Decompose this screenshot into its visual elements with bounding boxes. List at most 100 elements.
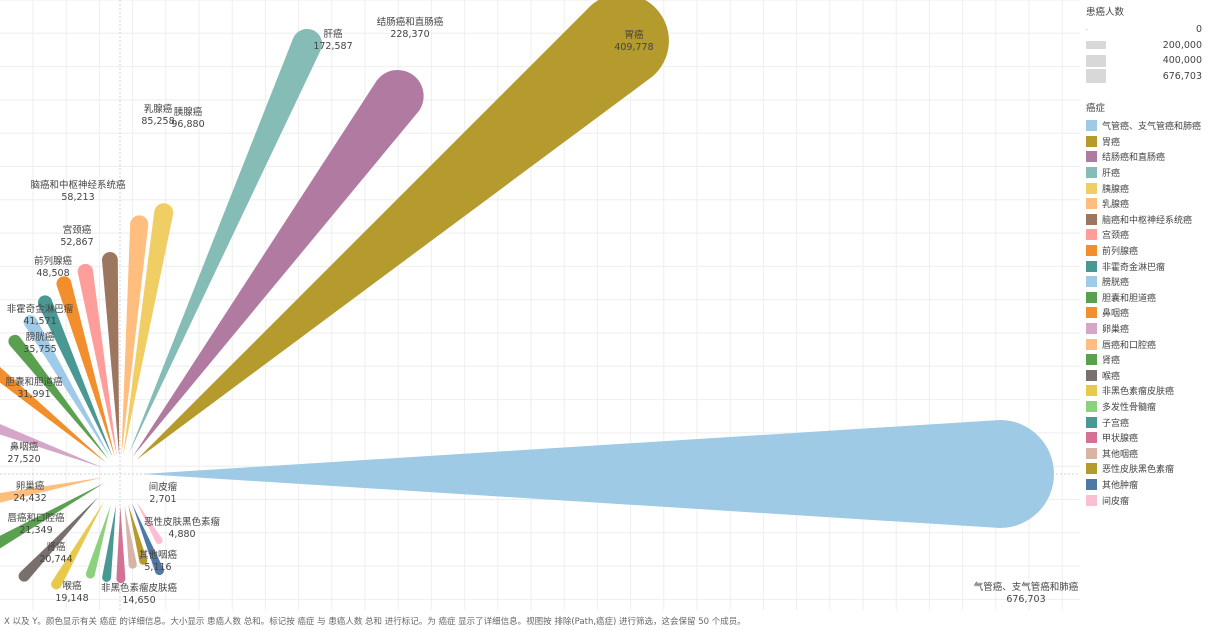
color-legend-swatch bbox=[1086, 338, 1097, 350]
label-name-cancer-21: 其他咽癌 bbox=[139, 549, 178, 561]
color-legend-swatch bbox=[1086, 276, 1097, 288]
color-legend-item: 胰腺癌 bbox=[1086, 180, 1214, 196]
label-value-cancer-3: 172,587 bbox=[313, 41, 352, 52]
size-legend-title: 患癌人数 bbox=[1086, 7, 1125, 18]
mark-cancer-17 bbox=[51, 501, 104, 590]
color-legend-swatch bbox=[1086, 432, 1097, 444]
color-legend: 气管癌、支气管癌和肺癌 胃癌 结肠癌和直肠癌肝癌 胰腺癌乳腺癌脑癌和中枢神经系统癌 宫颈… bbox=[1086, 118, 1214, 508]
mark-cancer-19 bbox=[102, 505, 116, 582]
color-legend-swatch bbox=[1086, 354, 1097, 366]
color-legend-item: 胃癌 bbox=[1086, 134, 1214, 150]
size-legend-value: 200,000 bbox=[1162, 39, 1202, 51]
color-legend-swatch bbox=[1086, 198, 1097, 210]
label-name-cancer-12: 鼻咽癌 bbox=[10, 441, 39, 453]
mark-cancer-1 bbox=[136, 0, 669, 460]
legend-panel: 患癌人数 0 200,000 400,000 676,703 癌症 气管癌、支气管癌和… bbox=[1086, 2, 1214, 508]
mark-cancer-20 bbox=[116, 506, 126, 584]
mark-cancer-8 bbox=[56, 276, 115, 457]
mark-cancer-22 bbox=[128, 504, 148, 565]
color-legend-item: 多发性骨髓瘤 bbox=[1086, 399, 1214, 415]
label-value-cancer-4: 96,880 bbox=[171, 119, 204, 130]
mark-cancer-2 bbox=[133, 70, 424, 457]
label-name-cancer-6: 脑癌和中枢神经系统癌 bbox=[30, 179, 126, 191]
color-legend-swatch bbox=[1086, 307, 1097, 319]
mark-cancer-0 bbox=[142, 420, 1054, 528]
color-legend-item: 结肠癌和直肠癌 bbox=[1086, 149, 1214, 165]
color-legend-label: 恶性皮肤黑色素瘤 bbox=[1102, 465, 1175, 476]
mark-cancer-11 bbox=[8, 334, 109, 460]
color-legend-item: 唇癌和口腔癌 bbox=[1086, 336, 1214, 352]
mark-cancer-23 bbox=[132, 503, 164, 576]
label-value-cancer-14: 21,349 bbox=[19, 525, 52, 536]
color-legend-swatch bbox=[1086, 447, 1097, 459]
color-legend-item: 喉癌 bbox=[1086, 368, 1214, 384]
size-legend-swatch bbox=[1086, 28, 1088, 31]
color-legend-swatch bbox=[1086, 416, 1097, 428]
color-legend-swatch bbox=[1086, 478, 1097, 490]
color-legend-swatch bbox=[1086, 494, 1097, 506]
mark-cancer-5 bbox=[121, 215, 149, 457]
color-legend-item: 前列腺癌 bbox=[1086, 243, 1214, 259]
color-legend-label: 脑癌和中枢神经系统癌 bbox=[1102, 215, 1193, 226]
color-legend-label: 胆囊和胆道癌 bbox=[1102, 293, 1157, 304]
color-legend-item: 肾癌 bbox=[1086, 352, 1214, 368]
size-legend-swatch bbox=[1086, 69, 1106, 83]
color-legend-label: 子宫癌 bbox=[1102, 418, 1130, 429]
label-name-cancer-1: 胃癌 bbox=[624, 29, 644, 41]
label-value-cancer-16: 19,148 bbox=[55, 593, 88, 604]
color-legend-label: 气管癌、支气管癌和肺癌 bbox=[1102, 122, 1202, 133]
color-legend-swatch bbox=[1086, 182, 1097, 194]
label-name-cancer-7: 宫颈癌 bbox=[63, 224, 92, 236]
label-name-cancer-16: 喉癌 bbox=[62, 580, 82, 592]
color-legend-item: 甲状腺癌 bbox=[1086, 430, 1214, 446]
mark-cancer-4 bbox=[123, 203, 174, 457]
color-legend-label: 胃癌 bbox=[1102, 137, 1121, 148]
color-legend-label: 宫颈癌 bbox=[1102, 231, 1130, 242]
color-legend-swatch bbox=[1086, 385, 1097, 397]
color-legend-item: 其他肿瘤 bbox=[1086, 477, 1214, 493]
size-legend-item: 400,000 bbox=[1086, 53, 1214, 69]
mark-cancer-16 bbox=[18, 497, 99, 582]
label-name-cancer-9: 非霍奇金淋巴瘤 bbox=[7, 303, 74, 315]
size-legend-item: 200,000 bbox=[1086, 38, 1214, 54]
size-legend: 0 200,000 400,000 676,703 bbox=[1086, 22, 1214, 84]
color-legend-item: 膀胱癌 bbox=[1086, 274, 1214, 290]
color-legend-swatch bbox=[1086, 323, 1097, 335]
color-legend-label: 其他咽癌 bbox=[1102, 449, 1139, 460]
label-name-cancer-0: 气管癌、支气管癌和肺癌 bbox=[974, 581, 1079, 593]
label-value-cancer-11: 31,991 bbox=[17, 389, 50, 400]
chart-marks bbox=[0, 0, 1054, 590]
color-legend-item: 气管癌、支气管癌和肺癌 bbox=[1086, 118, 1214, 134]
color-legend-label: 间皮瘤 bbox=[1102, 496, 1130, 507]
color-legend-swatch bbox=[1086, 229, 1097, 241]
mark-cancer-14 bbox=[0, 477, 103, 503]
label-name-cancer-4: 胰腺癌 bbox=[174, 106, 203, 118]
color-legend-item: 非霍奇金淋巴瘤 bbox=[1086, 258, 1214, 274]
color-legend-label: 其他肿瘤 bbox=[1102, 480, 1139, 491]
label-name-cancer-10: 膀胱癌 bbox=[26, 331, 55, 343]
size-legend-value: 0 bbox=[1195, 24, 1202, 35]
color-legend-label: 非黑色素瘤皮肤癌 bbox=[1102, 387, 1175, 398]
color-legend-label: 乳腺癌 bbox=[1102, 200, 1130, 211]
label-name-cancer-2: 结肠癌和直肠癌 bbox=[377, 16, 444, 28]
label-name-cancer-8: 前列腺癌 bbox=[34, 255, 73, 267]
mark-cancer-3 bbox=[128, 28, 323, 454]
label-name-cancer-15: 肾癌 bbox=[46, 541, 66, 553]
color-legend-swatch bbox=[1086, 167, 1097, 179]
label-value-cancer-2: 228,370 bbox=[390, 29, 429, 40]
color-legend-label: 肝癌 bbox=[1102, 169, 1121, 180]
color-legend-swatch bbox=[1086, 260, 1097, 272]
label-value-cancer-24: 2,701 bbox=[149, 494, 176, 505]
mark-cancer-18 bbox=[85, 504, 111, 579]
color-legend-label: 喉癌 bbox=[1102, 371, 1121, 382]
label-value-cancer-10: 35,755 bbox=[23, 344, 56, 355]
size-legend-swatch bbox=[1086, 41, 1106, 49]
color-legend-swatch bbox=[1086, 463, 1097, 475]
size-legend-item: 676,703 bbox=[1086, 69, 1214, 85]
mark-cancer-7 bbox=[77, 263, 117, 457]
label-name-cancer-3: 肝癌 bbox=[323, 28, 343, 40]
mark-cancer-6 bbox=[101, 252, 120, 456]
mark-cancer-12 bbox=[0, 367, 107, 463]
color-legend-item: 鼻咽癌 bbox=[1086, 305, 1214, 321]
